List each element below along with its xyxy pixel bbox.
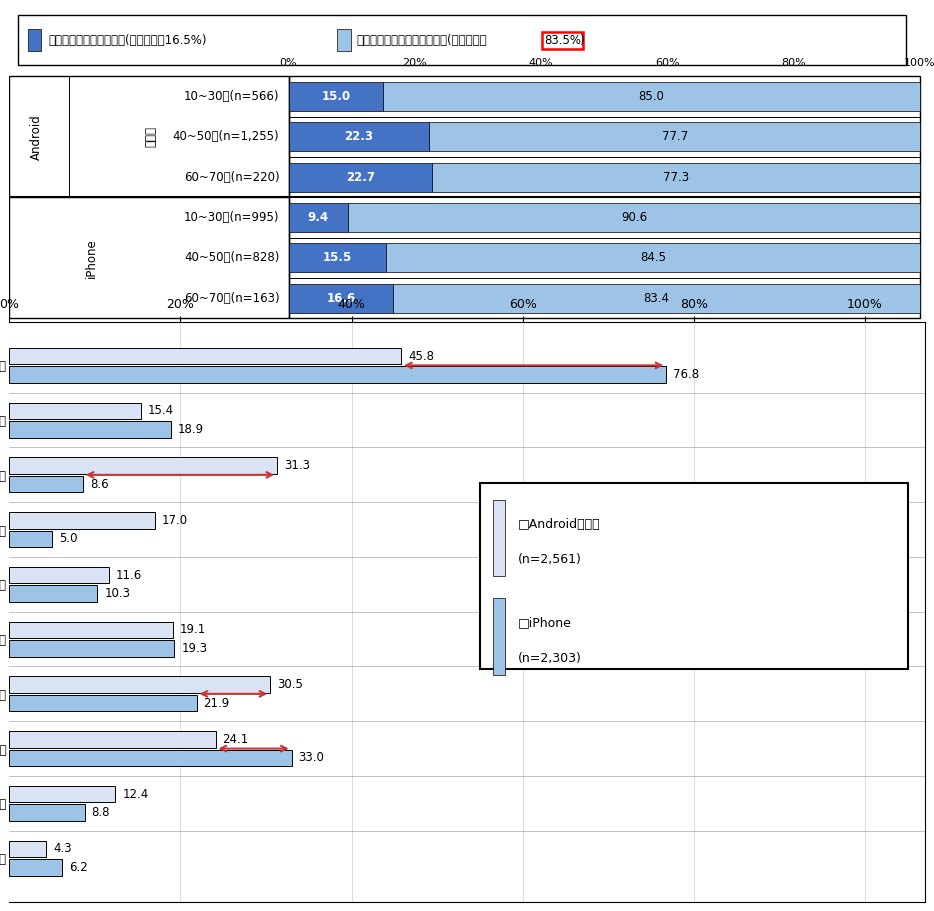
Text: 6.2: 6.2: [69, 861, 88, 874]
Text: 40~50代(n=1,255): 40~50代(n=1,255): [173, 130, 279, 143]
Bar: [289, 122, 430, 151]
Bar: [9, 512, 155, 528]
Bar: [430, 122, 920, 151]
Text: 19.3: 19.3: [181, 642, 207, 655]
Bar: [9, 457, 277, 474]
Text: 76.8: 76.8: [673, 368, 700, 381]
Text: 15.4: 15.4: [148, 404, 174, 417]
Text: 15.5: 15.5: [323, 251, 352, 264]
Bar: [289, 82, 383, 111]
Text: 83.4: 83.4: [644, 292, 670, 305]
Bar: [289, 243, 387, 272]
Bar: [9, 366, 666, 383]
Bar: [9, 859, 63, 875]
Text: 24.1: 24.1: [222, 732, 248, 746]
Bar: [9, 695, 197, 711]
Text: 84.5: 84.5: [640, 251, 666, 264]
Text: □Androidスマホ: □Androidスマホ: [518, 517, 601, 530]
Text: 60%: 60%: [655, 58, 680, 68]
Text: 16.6: 16.6: [326, 292, 356, 305]
Text: スマホ: スマホ: [145, 127, 158, 148]
Bar: [9, 786, 116, 803]
Bar: [289, 203, 347, 232]
Text: 8.8: 8.8: [92, 806, 110, 819]
Text: □iPhone: □iPhone: [518, 616, 573, 630]
Text: 15.0: 15.0: [321, 90, 350, 103]
Text: 対策は特に行っていない(全年代では16.5%): 対策は特に行っていない(全年代では16.5%): [49, 34, 207, 46]
Text: 12.4: 12.4: [122, 787, 149, 801]
Text: 60~70代(n=163): 60~70代(n=163): [184, 292, 279, 305]
Text: 11.6: 11.6: [116, 568, 142, 581]
Text: 0%: 0%: [279, 58, 297, 68]
Text: 60~70代(n=220): 60~70代(n=220): [184, 170, 279, 184]
Text: 17.0: 17.0: [162, 514, 188, 527]
Text: 8.6: 8.6: [90, 477, 108, 491]
Text: 83.5%: 83.5%: [544, 34, 581, 46]
Bar: [387, 243, 920, 272]
Bar: [9, 732, 216, 748]
Text: 30.5: 30.5: [277, 678, 303, 691]
Bar: [28, 29, 41, 51]
Bar: [9, 403, 141, 419]
Text: 10~30代(n=566): 10~30代(n=566): [184, 90, 279, 103]
Text: 何かしらの対策を行っている(全年代では: 何かしらの対策を行っている(全年代では: [356, 34, 487, 46]
Bar: [9, 621, 173, 638]
Text: 4.3: 4.3: [53, 843, 72, 855]
Bar: [9, 750, 291, 766]
Text: 90.6: 90.6: [621, 211, 647, 224]
FancyBboxPatch shape: [480, 483, 908, 670]
Text: 45.8: 45.8: [408, 350, 434, 363]
Text: iPhone: iPhone: [85, 238, 98, 278]
Text: (n=2,303): (n=2,303): [518, 651, 582, 665]
Text: ): ): [579, 34, 584, 46]
Text: 10.3: 10.3: [105, 588, 131, 600]
Bar: [9, 421, 171, 437]
Bar: [9, 586, 97, 602]
Bar: [289, 77, 920, 319]
Text: 77.7: 77.7: [661, 130, 687, 143]
Text: 77.3: 77.3: [663, 170, 689, 184]
Bar: [9, 476, 83, 492]
Bar: [9, 640, 175, 657]
Text: 5.0: 5.0: [59, 532, 78, 546]
FancyBboxPatch shape: [19, 15, 906, 66]
Bar: [337, 29, 351, 51]
Bar: [9, 841, 46, 857]
Text: 20%: 20%: [403, 58, 427, 68]
Text: 9.4: 9.4: [307, 211, 329, 224]
Text: 31.3: 31.3: [284, 459, 310, 472]
Text: 40~50代(n=828): 40~50代(n=828): [184, 251, 279, 264]
Bar: [289, 163, 432, 191]
Text: (n=2,561): (n=2,561): [518, 553, 582, 567]
Bar: [9, 676, 270, 692]
Text: 40%: 40%: [529, 58, 554, 68]
Bar: [289, 283, 393, 312]
Bar: [383, 82, 920, 111]
Text: 22.3: 22.3: [345, 130, 374, 143]
Text: 18.9: 18.9: [177, 423, 204, 436]
Bar: [347, 203, 920, 232]
Text: 33.0: 33.0: [299, 752, 324, 764]
Bar: [9, 77, 289, 198]
Bar: [432, 163, 920, 191]
Text: Android: Android: [30, 114, 43, 159]
Bar: [9, 348, 401, 364]
Bar: [492, 598, 504, 675]
Text: 100%: 100%: [904, 58, 934, 68]
Text: 10~30代(n=995): 10~30代(n=995): [184, 211, 279, 224]
Bar: [9, 804, 85, 821]
Text: 19.1: 19.1: [179, 623, 205, 636]
Bar: [492, 499, 504, 576]
Text: 85.0: 85.0: [639, 90, 665, 103]
Text: 22.7: 22.7: [346, 170, 375, 184]
Bar: [393, 283, 920, 312]
Bar: [9, 198, 289, 319]
Bar: [9, 567, 108, 583]
Bar: [9, 531, 52, 548]
Text: 80%: 80%: [782, 58, 806, 68]
Text: 21.9: 21.9: [204, 697, 230, 710]
